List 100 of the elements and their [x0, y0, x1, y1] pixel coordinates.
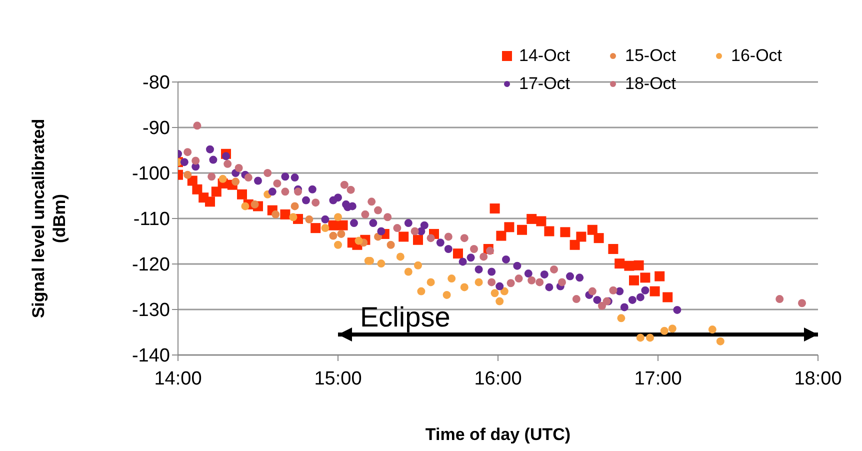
point — [576, 232, 586, 242]
point — [598, 302, 606, 310]
point — [716, 337, 724, 346]
point — [206, 145, 214, 154]
point — [496, 230, 506, 241]
point — [420, 221, 428, 230]
point — [404, 219, 412, 228]
point — [650, 286, 660, 296]
point — [290, 174, 299, 182]
point — [617, 314, 626, 322]
point — [444, 232, 452, 241]
y-tick-label: -130 — [132, 300, 170, 322]
point — [576, 274, 584, 282]
point — [237, 189, 247, 200]
point — [218, 174, 227, 183]
point — [593, 296, 602, 304]
point — [417, 287, 426, 296]
point — [442, 290, 451, 299]
point — [264, 169, 272, 177]
y-tick-label: -120 — [132, 254, 170, 276]
point — [646, 334, 654, 342]
point — [536, 278, 544, 286]
point — [536, 216, 546, 226]
point — [414, 261, 422, 270]
point — [244, 174, 252, 182]
point — [629, 275, 639, 286]
point — [329, 232, 338, 240]
point — [281, 188, 290, 196]
point — [594, 233, 604, 244]
point — [480, 252, 488, 261]
point — [272, 210, 280, 218]
point — [545, 283, 554, 292]
point — [474, 278, 483, 286]
annotation: Eclipse — [360, 302, 450, 333]
point — [386, 240, 395, 249]
point — [377, 260, 386, 268]
point — [636, 334, 644, 342]
point — [321, 224, 330, 232]
point — [354, 236, 363, 245]
point — [193, 122, 202, 130]
point — [609, 286, 618, 294]
point — [488, 268, 496, 276]
legend-label: 16-Oct — [731, 46, 782, 66]
point — [570, 240, 580, 250]
point — [513, 262, 522, 270]
point — [488, 278, 496, 286]
point — [460, 234, 468, 242]
point — [660, 326, 668, 335]
point — [384, 213, 392, 222]
point — [668, 324, 676, 333]
point — [184, 170, 192, 179]
point — [560, 227, 570, 238]
point — [404, 268, 412, 276]
point — [346, 186, 355, 194]
legend-label: 17-Oct — [519, 74, 570, 94]
point — [208, 172, 216, 181]
y-tick-label: -100 — [132, 164, 170, 185]
point — [504, 222, 514, 232]
point — [290, 202, 299, 210]
y-tick-label: -90 — [142, 118, 170, 140]
x-axis-title: Time of day (UTC) — [425, 425, 571, 444]
point — [312, 198, 320, 207]
point — [321, 215, 330, 224]
legend-label: 15-Oct — [625, 46, 676, 66]
point — [224, 160, 232, 168]
point — [798, 299, 806, 308]
point — [294, 188, 302, 196]
point — [305, 215, 314, 224]
point — [514, 274, 523, 283]
point — [500, 287, 508, 296]
point — [273, 179, 282, 188]
point — [205, 196, 215, 207]
point — [328, 220, 338, 230]
point — [396, 252, 404, 261]
point — [572, 295, 580, 304]
point — [350, 219, 358, 228]
point — [526, 214, 537, 224]
point — [496, 282, 504, 290]
point — [232, 178, 240, 186]
point — [460, 283, 468, 292]
point — [544, 226, 554, 236]
point — [524, 270, 532, 278]
point — [393, 224, 402, 232]
point — [337, 230, 346, 238]
point — [614, 258, 625, 269]
point — [486, 246, 494, 255]
point — [426, 278, 435, 286]
point — [776, 295, 784, 304]
point — [180, 158, 188, 166]
y-tick-label: -110 — [133, 209, 170, 230]
point — [587, 224, 598, 235]
x-tick-label: 14:00 — [154, 368, 202, 390]
point — [281, 172, 290, 181]
point — [302, 196, 310, 204]
point — [528, 276, 536, 284]
point — [334, 213, 342, 222]
point — [369, 219, 378, 228]
x-tick-label: 17:00 — [634, 368, 682, 390]
point — [192, 184, 202, 194]
point — [620, 303, 628, 312]
